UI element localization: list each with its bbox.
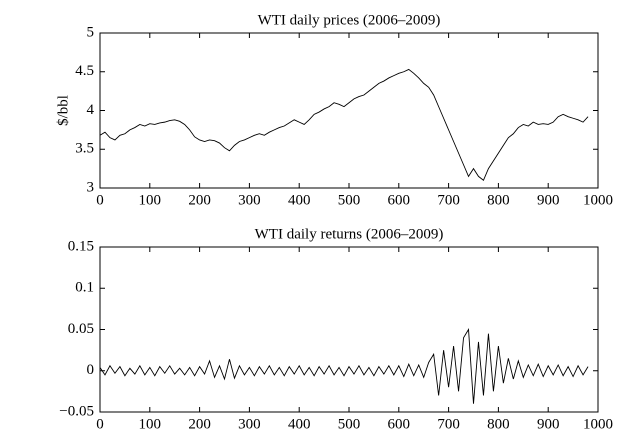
x-tick-label: 500: [338, 192, 361, 208]
y-tick-label: 3: [87, 179, 95, 195]
y-tick-label: 0.15: [68, 238, 94, 254]
x-tick-label: 300: [238, 416, 261, 432]
y-tick-label: 0.05: [68, 321, 94, 337]
x-tick-label: 800: [487, 416, 510, 432]
x-tick-label: 100: [139, 416, 162, 432]
x-tick-label: 900: [537, 192, 560, 208]
x-tick-label: 200: [188, 192, 211, 208]
chart-title: WTI daily returns (2006–2009): [255, 226, 444, 242]
y-tick-label: 4: [87, 102, 95, 118]
x-tick-label: 600: [388, 192, 411, 208]
chart-title: WTI daily prices (2006–2009): [258, 12, 441, 28]
x-tick-label: 300: [238, 192, 261, 208]
x-tick-label: 1000: [583, 192, 613, 208]
y-tick-label: 0: [87, 362, 95, 378]
y-tick-label: −0.05: [59, 403, 94, 419]
y-tick-label: 4.5: [75, 63, 94, 79]
y-tick-label: 0.1: [75, 280, 94, 296]
data-line: [99, 68, 589, 181]
x-tick-label: 0: [96, 416, 104, 432]
x-tick-label: 600: [388, 416, 411, 432]
axes-box: [99, 246, 599, 413]
axes-box: [99, 32, 599, 189]
x-tick-label: 700: [437, 416, 460, 432]
x-tick-label: 200: [188, 416, 211, 432]
x-tick-label: 700: [437, 192, 460, 208]
y-tick-label: 3.5: [75, 141, 94, 157]
x-tick-label: 400: [288, 416, 311, 432]
y-axis-label: $/bbl: [55, 95, 71, 126]
x-tick-label: 1000: [583, 416, 613, 432]
x-tick-label: 100: [139, 192, 162, 208]
x-tick-label: 800: [487, 192, 510, 208]
x-tick-label: 500: [338, 416, 361, 432]
y-tick-label: 5: [87, 24, 95, 40]
data-line: [99, 328, 589, 404]
x-tick-label: 400: [288, 192, 311, 208]
x-tick-label: 900: [537, 416, 560, 432]
x-tick-label: 0: [96, 192, 104, 208]
